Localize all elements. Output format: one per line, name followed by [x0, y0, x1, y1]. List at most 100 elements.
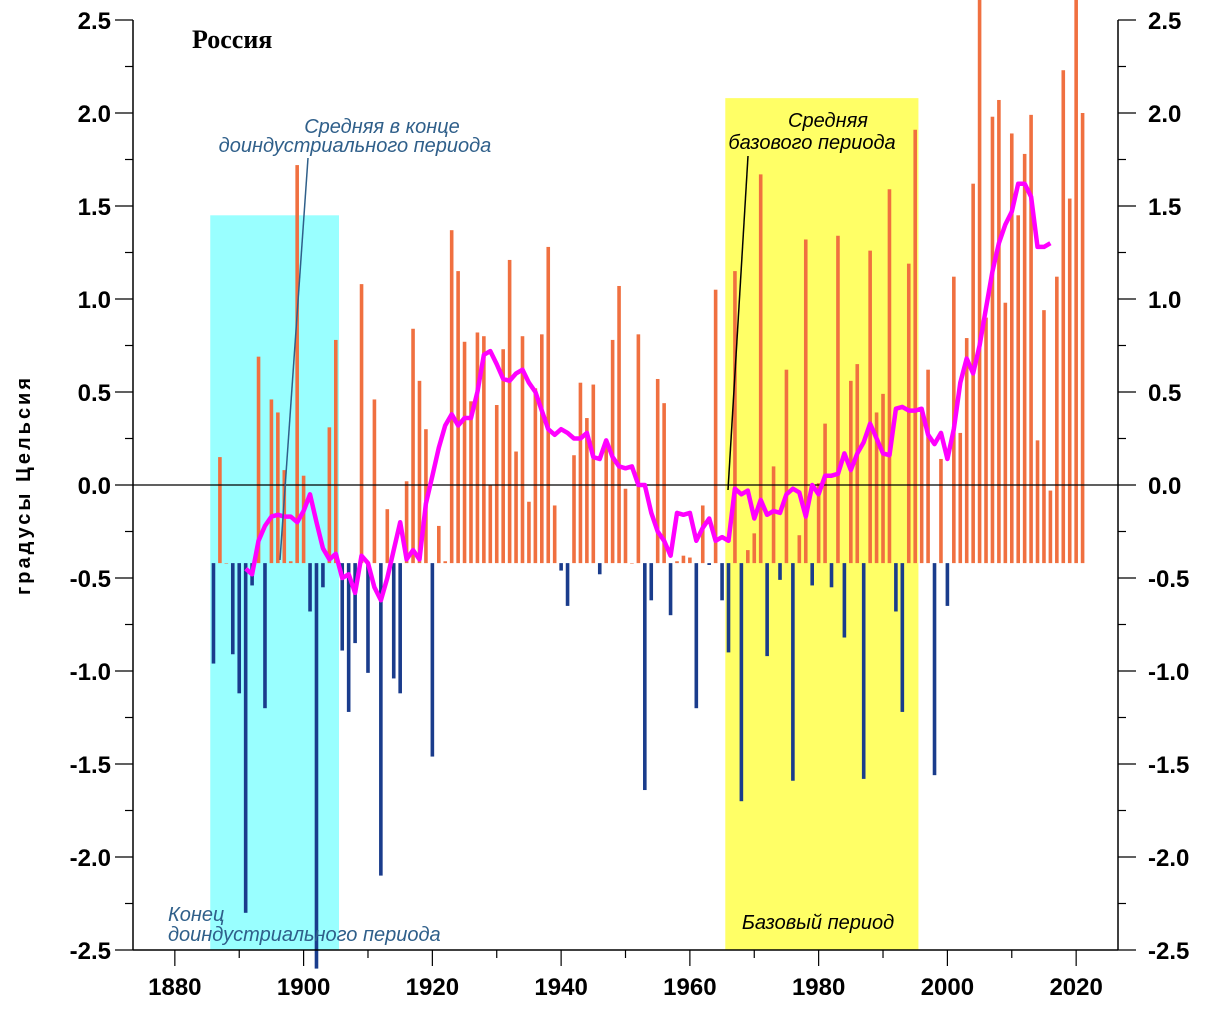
bar-1977 [797, 535, 802, 564]
y-tick-label-right: 2.0 [1148, 101, 1181, 128]
bar-2020 [1074, 0, 1078, 564]
bar-1918 [417, 380, 422, 564]
bar-1987 [861, 563, 866, 779]
bar-1992 [894, 563, 898, 612]
bar-1936 [533, 388, 538, 564]
y-tick-label-left: 0.0 [78, 473, 111, 500]
base-period-shade [725, 98, 919, 951]
bar-1952 [636, 334, 641, 564]
bar-1893 [256, 356, 261, 564]
bar-1973 [771, 466, 776, 564]
bar-1956 [662, 403, 666, 564]
bar-1967 [733, 271, 737, 564]
y-tick-label-left: 2.5 [78, 8, 111, 35]
bar-1887 [218, 457, 222, 564]
bar-1924 [456, 271, 460, 564]
y-tick-label-right: 1.0 [1148, 287, 1181, 314]
bar-1928 [482, 336, 486, 564]
y-tick-label-right: 2.5 [1148, 8, 1181, 35]
bar-1889 [230, 563, 235, 655]
bar-1949 [617, 285, 621, 564]
y-tick-label-left: 0.5 [78, 380, 111, 407]
x-tick-label: 2020 [1049, 974, 1102, 1001]
bar-1993 [900, 563, 905, 712]
x-tick-label: 1960 [663, 974, 716, 1001]
bar-2011 [1016, 215, 1021, 564]
bar-1991 [887, 189, 892, 564]
bar-1941 [565, 563, 570, 606]
bar-1915 [398, 563, 402, 694]
y-axis-label: градусы Цельсия [13, 375, 35, 595]
bar-1947 [604, 444, 608, 564]
bar-1942 [572, 455, 576, 564]
bar-2018 [1061, 70, 1066, 564]
x-tick-label: 1940 [534, 974, 587, 1001]
bar-1980 [816, 483, 821, 564]
bar-1914 [391, 563, 396, 679]
bar-1935 [527, 501, 531, 564]
base-mean-label-1: Средняя [788, 110, 868, 132]
bar-2007 [990, 116, 995, 564]
bar-1926 [469, 401, 473, 564]
y-tick-label-left: -1.0 [70, 659, 111, 686]
bar-1902 [314, 563, 319, 969]
x-tick-label: 1980 [792, 974, 845, 1001]
bar-1976 [791, 563, 795, 781]
x-tick-label: 1900 [277, 974, 330, 1001]
bar-1960 [688, 557, 692, 564]
bar-1899 [295, 165, 299, 564]
bar-1961 [694, 563, 699, 709]
base-period-label: Базовый период [742, 912, 894, 934]
bar-1904 [327, 427, 332, 564]
bar-1965 [720, 563, 724, 601]
bar-1930 [494, 405, 499, 564]
bar-1970 [752, 533, 757, 564]
y-tick-label-left: -0.5 [70, 566, 111, 593]
bar-2010 [1009, 133, 1014, 564]
y-tick-label-right: -1.5 [1148, 752, 1189, 779]
base-mean-pointer [727, 155, 749, 491]
bar-1957 [668, 563, 673, 616]
bar-2006 [984, 317, 988, 564]
bar-1955 [655, 378, 660, 564]
bar-1997 [926, 369, 930, 564]
bar-1964 [713, 289, 718, 564]
y-tick-label-right: -1.0 [1148, 659, 1189, 686]
x-tick-label: 1880 [148, 974, 201, 1001]
bar-1939 [552, 505, 557, 564]
bar-2017 [1055, 276, 1059, 564]
bar-1900 [301, 475, 306, 564]
bar-1974 [778, 563, 782, 580]
bar-1998 [932, 563, 937, 776]
bar-1891 [243, 563, 248, 913]
bar-1966 [726, 563, 731, 653]
base-mean-label-2: базового периода [728, 132, 895, 154]
y-tick-label-right: -0.5 [1148, 566, 1189, 593]
bar-1975 [784, 369, 789, 564]
bar-1934 [520, 336, 525, 564]
bar-2019 [1067, 198, 1072, 564]
bar-1925 [462, 341, 467, 564]
bar-1981 [823, 423, 827, 564]
bar-1927 [475, 332, 480, 564]
anomaly-bars [211, 0, 1085, 969]
y-tick-label-left: 1.0 [78, 287, 111, 314]
bar-1888 [224, 563, 229, 564]
bar-1913 [385, 509, 390, 564]
smoothed-line-group [244, 181, 1052, 603]
bar-1921 [437, 525, 441, 564]
bar-1994 [906, 263, 911, 564]
x-tick-label: 2000 [921, 974, 974, 1001]
chart-title: Россия [192, 25, 272, 54]
axes [115, 19, 1136, 966]
bar-1943 [578, 382, 583, 564]
y-tick-label-right: 1.5 [1148, 194, 1181, 221]
bar-1922 [443, 561, 448, 564]
bar-1906 [340, 563, 345, 651]
bar-1894 [263, 563, 267, 709]
bar-2000 [945, 563, 950, 606]
y-tick-label-left: -2.5 [70, 938, 111, 965]
bar-1895 [269, 399, 274, 564]
